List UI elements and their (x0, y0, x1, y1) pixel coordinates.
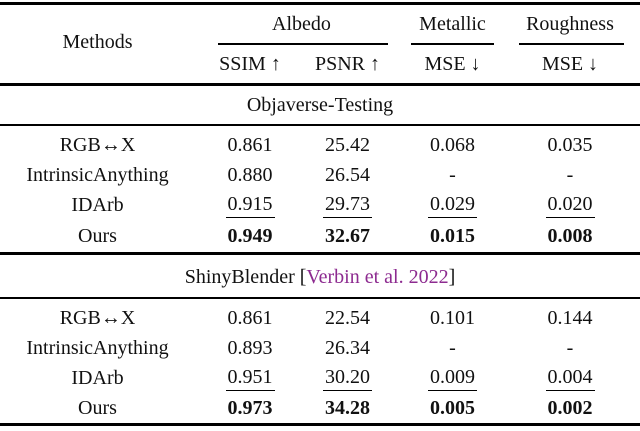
table-row-ours: Ours 0.973 34.28 0.005 0.002 (0, 393, 640, 423)
table-row-ours: Ours 0.949 32.67 0.015 0.008 (0, 221, 640, 251)
albedo-group-underline (218, 43, 388, 45)
value-cell: 0.951 (195, 366, 305, 391)
value-cell: 0.880 (227, 163, 273, 186)
value-cell: 0.015 (430, 224, 475, 247)
table-bottom-rule (0, 423, 640, 426)
value-cell: 0.861 (227, 306, 273, 329)
value-cell: 0.009 (390, 366, 515, 391)
method-cell: RGB↔X (59, 133, 136, 156)
subheader-ssim: SSIM ↑ (219, 52, 281, 75)
section2-title-rule (0, 297, 640, 299)
value-cell: 22.54 (325, 306, 370, 329)
table-row-intrinsicanything: IntrinsicAnything 0.893 26.34 - - (0, 333, 640, 363)
value-cell: 0.068 (430, 133, 475, 156)
value-cell: - (566, 336, 574, 359)
value-cell: 0.035 (547, 133, 593, 156)
value-cell: 25.42 (325, 133, 370, 156)
methods-column-header: Methods (62, 30, 133, 53)
value-cell: 0.915 (195, 193, 305, 218)
value-cell: 0.949 (227, 224, 273, 247)
column-group-roughness: Roughness (526, 12, 614, 35)
method-cell: IDArb (71, 366, 124, 389)
method-cell: Ours (78, 224, 117, 247)
section-title-text: ShinyBlender [ (184, 265, 307, 288)
column-group-metallic: Metallic (419, 12, 486, 35)
table-row-rgbx: RGB↔X 0.861 22.54 0.101 0.144 (0, 303, 640, 333)
column-group-albedo: Albedo (272, 12, 331, 35)
value-cell: 32.67 (325, 224, 370, 247)
section1-title-rule (0, 124, 640, 126)
value-cell: 26.54 (325, 163, 370, 186)
value-cell: 0.005 (430, 396, 475, 419)
subheader-roughness-mse: MSE ↓ (541, 52, 599, 75)
method-cell: Ours (78, 396, 117, 419)
value-cell: 26.34 (325, 336, 370, 359)
table-row-idarb: IDArb 0.915 29.73 0.029 0.020 (0, 190, 640, 220)
value-cell: - (566, 163, 574, 186)
value-cell: 0.029 (390, 193, 515, 218)
table-top-rule (0, 2, 640, 5)
subheader-psnr: PSNR ↑ (314, 52, 381, 75)
method-cell: IntrinsicAnything (26, 163, 169, 186)
subheader-metallic-mse: MSE ↓ (424, 52, 481, 75)
value-cell: - (449, 163, 456, 186)
value-cell: 34.28 (325, 396, 370, 419)
value-cell: 0.973 (227, 396, 273, 419)
value-cell: 0.004 (515, 366, 640, 391)
section-title-objaverse: Objaverse-Testing (0, 90, 640, 120)
method-cell: RGB↔X (59, 306, 136, 329)
table-row-idarb: IDArb 0.951 30.20 0.009 0.004 (0, 363, 640, 393)
value-cell: 0.101 (430, 306, 475, 329)
table-row-intrinsicanything: IntrinsicAnything 0.880 26.54 - - (0, 160, 640, 190)
value-cell: - (449, 336, 456, 359)
value-cell: 0.020 (515, 193, 640, 218)
section-title-suffix: ] (448, 265, 456, 288)
value-cell: 0.861 (227, 133, 273, 156)
value-cell: 0.008 (547, 224, 593, 247)
metallic-group-underline (411, 43, 494, 45)
column-group-header-row: Albedo Metallic Roughness (0, 6, 640, 42)
table-row-rgbx: RGB↔X 0.861 25.42 0.068 0.035 (0, 130, 640, 160)
header-bottom-rule (0, 83, 640, 86)
value-cell: 0.144 (547, 306, 593, 329)
citation-link: Verbin et al. 2022 (306, 265, 449, 288)
section-title-text: Objaverse-Testing (246, 93, 394, 116)
subheader-row: SSIM ↑ PSNR ↑ MSE ↓ MSE ↓ (0, 48, 640, 80)
value-cell: 29.73 (305, 193, 390, 218)
value-cell: 30.20 (305, 366, 390, 391)
value-cell: 0.002 (547, 396, 593, 419)
roughness-group-underline (519, 43, 624, 45)
value-cell: 0.893 (227, 336, 273, 359)
section-divider-rule (0, 252, 640, 255)
method-cell: IntrinsicAnything (26, 336, 169, 359)
method-cell: IDArb (71, 193, 124, 216)
section-title-shinyblender: ShinyBlender [Verbin et al. 2022] (0, 262, 640, 292)
